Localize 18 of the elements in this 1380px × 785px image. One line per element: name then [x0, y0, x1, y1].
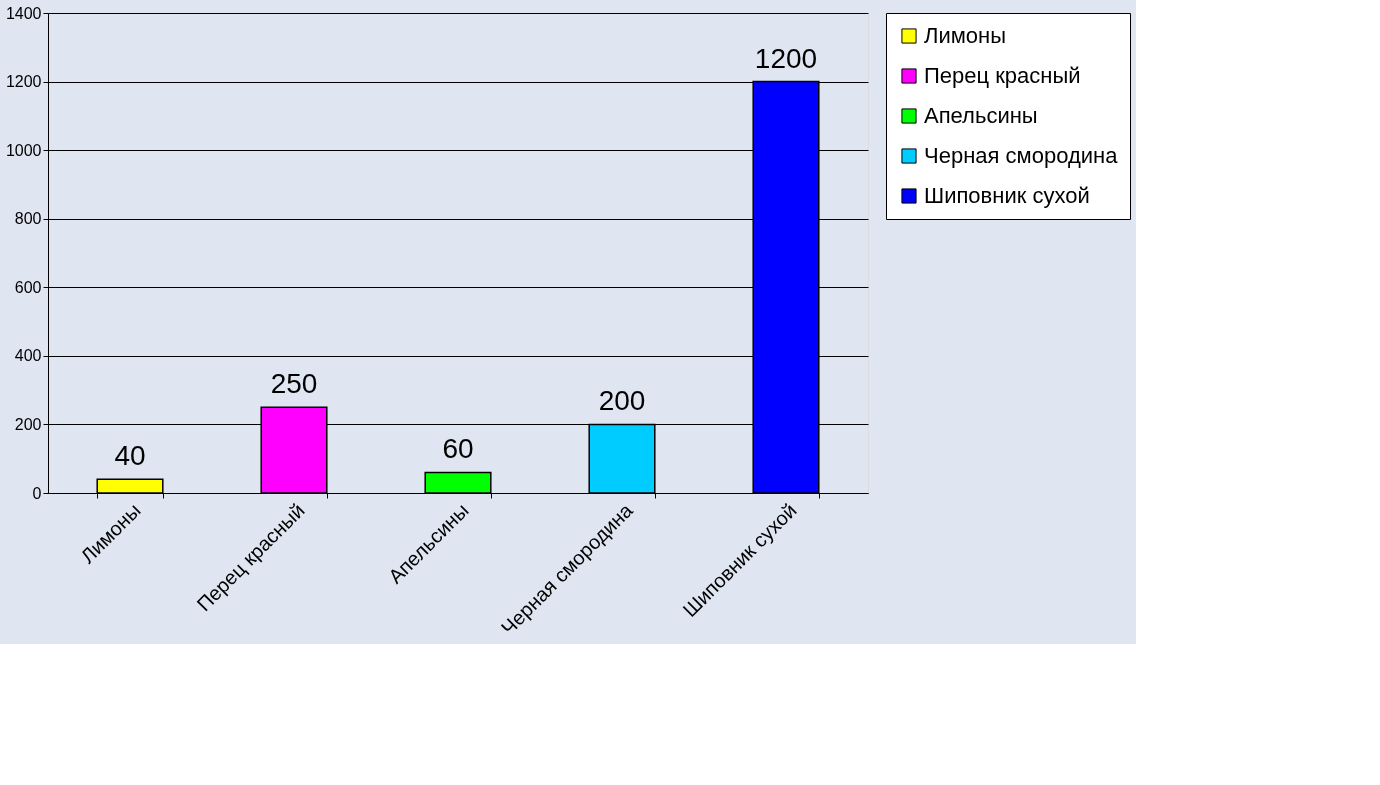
y-tick-label: 800 [14, 210, 42, 228]
y-tick-label: 200 [14, 415, 42, 433]
legend-label: Черная смородина [924, 143, 1119, 168]
y-tick-label: 1200 [5, 73, 42, 91]
y-tick-label: 0 [32, 484, 42, 502]
legend-label: Лимоны [924, 23, 1007, 48]
legend-label: Шиповник сухой [924, 183, 1090, 208]
data-label: 200 [598, 385, 646, 417]
y-tick-label: 600 [14, 278, 42, 296]
y-tick-label: 400 [14, 347, 42, 365]
legend-label: Перец красный [924, 63, 1081, 88]
y-tick-label: 1000 [5, 141, 42, 159]
y-tick-label: 1400 [5, 4, 42, 22]
data-label: 60 [442, 433, 474, 465]
legend-label: Апельсины [924, 103, 1038, 128]
data-label: 250 [270, 368, 318, 400]
data-label: 1200 [754, 42, 818, 74]
data-label: 40 [114, 440, 146, 472]
